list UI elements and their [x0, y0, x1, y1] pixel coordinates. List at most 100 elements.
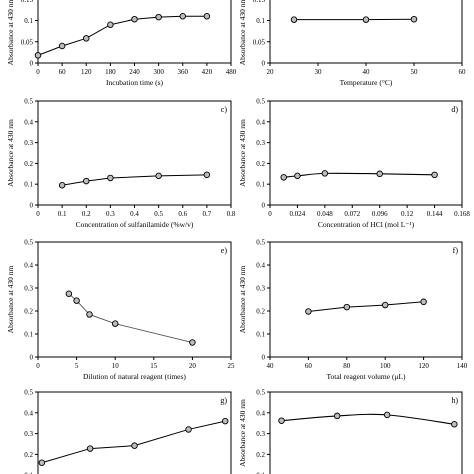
y-tick-label: 0.5	[24, 389, 33, 397]
data-point	[38, 459, 46, 466]
y-tick-label: 0.2	[256, 160, 265, 168]
x-tick-label: 0.6	[178, 210, 187, 218]
data-point	[73, 297, 80, 304]
data-point	[431, 171, 438, 179]
y-tick-label: 0	[30, 202, 34, 210]
data-point	[451, 420, 458, 428]
data-point	[280, 174, 287, 181]
x-tick-label: 180	[105, 68, 116, 76]
panel-d: 0 0.1 0.2 0.3 0.4 0.5 0 0.024 0.048 0.072 0.096 0.1…	[238, 98, 470, 230]
data-point	[82, 177, 90, 185]
panel-frame	[269, 0, 463, 64]
data-point	[376, 170, 383, 178]
panel-frame	[269, 391, 463, 474]
panel-frame	[37, 0, 232, 64]
x-tick-label: 0.4	[130, 210, 139, 218]
y-tick-label: 0.5	[256, 239, 265, 247]
data-point	[203, 171, 211, 179]
panel-frame	[37, 391, 232, 474]
x-tick-label: 100	[380, 362, 391, 370]
x-axis-title: Dilution of natural reagent (times)	[83, 372, 186, 381]
y-tick-label: 0.5	[24, 98, 33, 106]
x-tick-label: 10	[112, 362, 120, 370]
panel-letter: f)	[453, 246, 459, 255]
x-tick-label: 140	[457, 362, 468, 370]
y-tick-label: 0.1	[24, 17, 33, 25]
y-axis-title: Absorbance at 430 nm	[238, 119, 247, 187]
x-tick-label: 60	[305, 362, 313, 370]
y-tick-label: 0.2	[256, 451, 265, 459]
y-axis-title: Absorbance at 430 nm	[238, 0, 247, 65]
y-tick-label: 0.3	[256, 430, 265, 438]
data-point	[58, 42, 66, 50]
x-tick-label: 0	[36, 362, 40, 370]
data-point	[294, 172, 301, 180]
data-point	[420, 298, 427, 306]
data-point	[185, 426, 192, 433]
x-tick-label: 0.096	[372, 210, 388, 218]
x-tick-label: 120	[81, 68, 92, 76]
x-tick-label: 480	[226, 68, 237, 76]
y-tick-label: 0.4	[256, 118, 265, 126]
panel-c: 0 0.1 0.2 0.3 0.4 0.5 0 0.1 0.2 0.3 0.4 0.5 0.6 0.7 0.…	[6, 98, 236, 230]
x-axis-title: Temperature (°C)	[340, 78, 393, 87]
series-line	[281, 413, 455, 425]
y-tick-label: 0.05	[21, 38, 34, 46]
y-tick-label: 0.15	[21, 0, 34, 4]
y-axis-title: Absorbance at 430 nm	[238, 265, 247, 333]
x-tick-label: 0.168	[454, 210, 470, 218]
y-tick-label: 0.1	[24, 331, 33, 339]
x-tick-label: 5	[75, 362, 79, 370]
data-point	[65, 290, 73, 298]
data-point	[86, 445, 94, 452]
panel-letter: d)	[451, 105, 458, 114]
x-tick-label: 0.2	[82, 210, 91, 218]
y-tick-label: 0.2	[24, 451, 33, 459]
data-point	[82, 35, 90, 42]
x-tick-label: 15	[150, 362, 158, 370]
x-tick-label: 0.048	[317, 210, 333, 218]
y-tick-label: 0.3	[24, 285, 33, 293]
y-tick-label: 0.5	[24, 239, 33, 247]
y-tick-label: 0.4	[256, 409, 265, 417]
x-tick-label: 240	[129, 68, 140, 76]
y-tick-label: 0.1	[256, 472, 265, 474]
x-tick-label: 0.144	[427, 210, 443, 218]
data-point	[189, 339, 196, 346]
x-tick-label: 20	[267, 68, 275, 76]
data-point	[179, 12, 186, 20]
x-tick-label: 0.072	[344, 210, 360, 218]
y-tick-label: 0.1	[256, 181, 265, 189]
panel-letter: g)	[220, 396, 227, 405]
data-point	[290, 16, 298, 23]
y-tick-label: 0.2	[24, 308, 33, 316]
data-point	[131, 442, 138, 449]
series-line	[283, 172, 435, 178]
y-tick-label: 0	[262, 60, 266, 68]
data-point	[221, 417, 229, 425]
y-tick-label: 0.1	[256, 17, 265, 25]
x-axis-title: Incubation time (s)	[106, 78, 164, 87]
x-tick-label: 60	[459, 68, 467, 76]
panel-letter: e)	[221, 246, 228, 255]
data-point	[278, 417, 285, 424]
series-line	[68, 293, 193, 343]
x-tick-label: 0	[268, 210, 272, 218]
x-tick-label: 120	[418, 362, 429, 370]
data-point	[381, 301, 389, 309]
data-point	[107, 174, 114, 182]
y-tick-label: 0.1	[256, 331, 265, 339]
x-axis-title: Concentration of HCl (mol L⁻¹)	[318, 220, 415, 229]
y-tick-label: 0	[30, 60, 34, 68]
x-tick-label: 60	[59, 68, 67, 76]
panel-letter: h)	[451, 396, 458, 405]
panel-frame	[37, 241, 232, 358]
x-tick-label: 30	[315, 68, 323, 76]
x-tick-label: 0.5	[154, 210, 163, 218]
data-point	[107, 21, 114, 29]
panel-frame	[269, 241, 463, 358]
panel-b: 0 0.05 0.1 0.15 20 30 40 50 60 Temperature (°C) Ab…	[238, 0, 466, 87]
y-tick-label: 0.3	[256, 139, 265, 147]
data-point	[383, 411, 391, 419]
x-tick-label: 40	[363, 68, 371, 76]
